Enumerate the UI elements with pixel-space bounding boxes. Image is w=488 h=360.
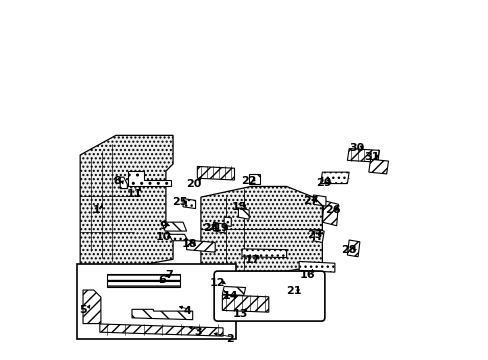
Text: 23: 23 <box>306 230 322 240</box>
Polygon shape <box>213 222 224 233</box>
Text: 15: 15 <box>232 202 247 212</box>
Text: 16: 16 <box>299 270 315 280</box>
Text: 12: 12 <box>209 278 224 288</box>
Text: 9: 9 <box>159 221 166 231</box>
Text: 22: 22 <box>241 176 256 186</box>
Text: 3: 3 <box>194 327 202 337</box>
Polygon shape <box>128 171 171 186</box>
Polygon shape <box>346 240 359 257</box>
Text: 20: 20 <box>186 179 201 189</box>
Polygon shape <box>299 261 334 272</box>
Polygon shape <box>132 309 192 320</box>
Text: 18: 18 <box>181 239 197 249</box>
Polygon shape <box>162 222 186 231</box>
Text: 26: 26 <box>324 205 340 215</box>
Text: 6: 6 <box>158 275 166 285</box>
Text: 5: 5 <box>79 305 87 315</box>
Polygon shape <box>80 135 173 266</box>
Text: 10: 10 <box>155 232 170 242</box>
Text: 8: 8 <box>113 176 121 186</box>
Polygon shape <box>313 195 325 206</box>
Polygon shape <box>313 229 324 243</box>
Polygon shape <box>186 240 215 252</box>
Polygon shape <box>107 274 180 280</box>
Polygon shape <box>346 149 379 162</box>
Polygon shape <box>201 186 322 277</box>
Polygon shape <box>183 199 195 208</box>
Text: 21: 21 <box>285 287 301 296</box>
Polygon shape <box>224 217 231 226</box>
Text: 25: 25 <box>172 197 187 207</box>
Polygon shape <box>120 177 127 189</box>
Polygon shape <box>222 295 268 312</box>
Polygon shape <box>222 287 245 296</box>
Polygon shape <box>293 281 304 291</box>
Polygon shape <box>320 172 348 184</box>
Text: 14: 14 <box>222 291 238 301</box>
Text: 7: 7 <box>164 270 172 280</box>
Text: 31: 31 <box>364 152 379 162</box>
Polygon shape <box>242 249 286 257</box>
Text: 19: 19 <box>213 223 228 233</box>
Text: 11: 11 <box>126 189 142 199</box>
Polygon shape <box>322 201 338 226</box>
Text: 29: 29 <box>315 178 331 188</box>
Text: 17: 17 <box>244 255 260 265</box>
Bar <box>77 264 235 339</box>
FancyBboxPatch shape <box>214 271 324 321</box>
Text: 27: 27 <box>302 196 318 206</box>
Text: 4: 4 <box>183 306 191 316</box>
Polygon shape <box>248 174 259 184</box>
Text: 30: 30 <box>349 143 364 153</box>
Text: 2: 2 <box>226 334 234 344</box>
Polygon shape <box>83 290 101 324</box>
Text: 1: 1 <box>92 205 100 215</box>
Polygon shape <box>100 324 223 336</box>
Text: 24: 24 <box>203 223 218 233</box>
Text: 28: 28 <box>341 245 356 255</box>
Polygon shape <box>107 281 180 287</box>
Polygon shape <box>238 208 248 219</box>
Polygon shape <box>197 166 234 180</box>
Polygon shape <box>368 159 387 174</box>
Polygon shape <box>168 234 188 241</box>
Text: 13: 13 <box>232 309 247 319</box>
